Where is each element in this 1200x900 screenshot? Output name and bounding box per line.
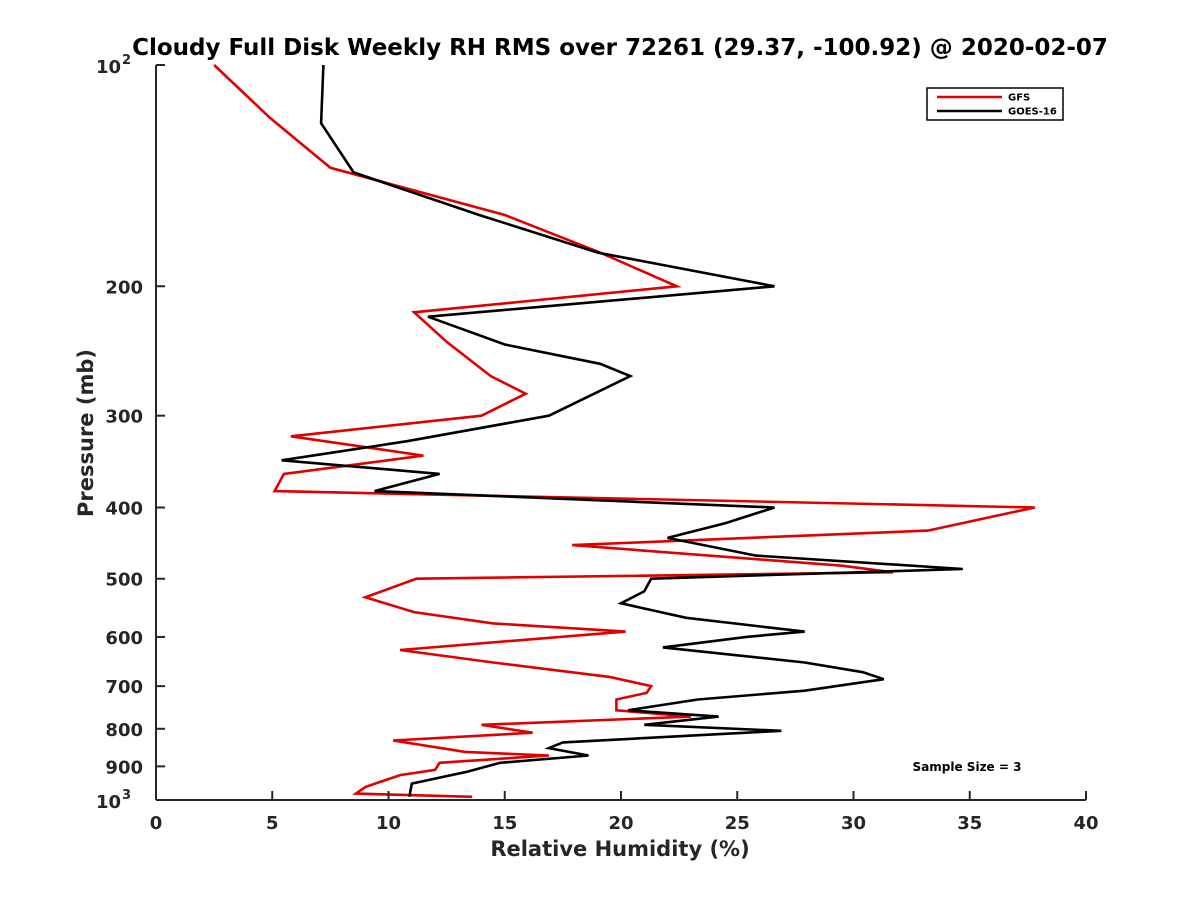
x-tick-label: 35 <box>957 813 982 834</box>
x-tick-label: 40 <box>1073 813 1098 834</box>
y-tick-label: 500 <box>105 570 143 591</box>
legend-label: GOES-16 <box>1008 107 1057 118</box>
plot-area <box>213 64 1036 799</box>
legend-box <box>926 87 1064 121</box>
x-axis-label: Relative Humidity (%) <box>490 837 749 861</box>
chart-title: Cloudy Full Disk Weekly RH RMS over 7226… <box>132 35 1108 61</box>
y-tick-label: 800 <box>105 720 143 741</box>
x-tick-label: 30 <box>841 813 866 834</box>
y-tick-label-exponent: 3 <box>122 788 131 803</box>
x-tick-label: 10 <box>376 813 401 834</box>
y-tick-label: 200 <box>105 277 143 298</box>
series-line-gfs <box>213 64 1036 799</box>
legend: GFS GOES-16 <box>926 87 1064 121</box>
y-tick-label-exponent: 2 <box>122 53 131 68</box>
series-line-goes-16 <box>281 64 963 798</box>
sample-size-annotation: Sample Size = 3 <box>913 760 1022 774</box>
y-tick-label: 10 <box>96 792 121 813</box>
legend-label: GFS <box>1008 93 1030 104</box>
y-tick-label: 600 <box>105 628 143 649</box>
y-tick-label: 700 <box>105 677 143 698</box>
x-tick-label: 20 <box>608 813 633 834</box>
x-tick-label: 5 <box>266 813 279 834</box>
x-tick-label: 0 <box>150 813 163 834</box>
y-tick-label: 400 <box>105 499 143 520</box>
y-axis-label: Pressure (mb) <box>74 349 98 517</box>
y-tick-label: 10 <box>96 57 121 78</box>
y-tick-label: 900 <box>105 757 143 778</box>
x-tick-label: 25 <box>725 813 750 834</box>
x-tick-label: 15 <box>492 813 517 834</box>
x-axis-ticks: 0 5 10 15 20 25 30 35 40 <box>150 791 1099 834</box>
y-tick-label: 300 <box>105 407 143 428</box>
